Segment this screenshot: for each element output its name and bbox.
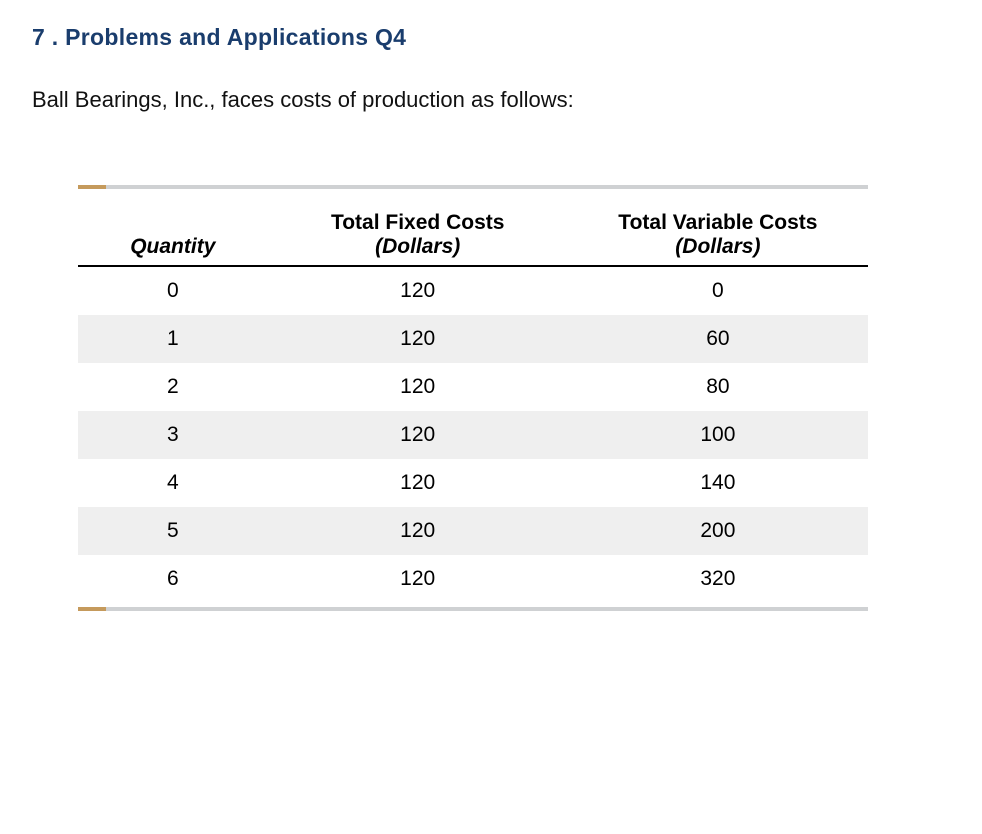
cell-quantity: 1 — [78, 315, 268, 363]
cell-quantity: 5 — [78, 507, 268, 555]
cell-quantity: 0 — [78, 266, 268, 315]
table-bottom-rule — [78, 607, 868, 611]
table-row: 6 120 320 — [78, 555, 868, 603]
cell-variable: 140 — [568, 459, 868, 507]
cell-fixed: 120 — [268, 315, 568, 363]
col-header-fixed-costs: Total Fixed Costs (Dollars) — [268, 207, 568, 266]
cell-variable: 60 — [568, 315, 868, 363]
table-row: 5 120 200 — [78, 507, 868, 555]
table-row: 3 120 100 — [78, 411, 868, 459]
cell-quantity: 6 — [78, 555, 268, 603]
cell-quantity: 4 — [78, 459, 268, 507]
cell-quantity: 3 — [78, 411, 268, 459]
cell-fixed: 120 — [268, 363, 568, 411]
table-row: 1 120 60 — [78, 315, 868, 363]
table-row: 0 120 0 — [78, 266, 868, 315]
cell-variable: 80 — [568, 363, 868, 411]
cell-fixed: 120 — [268, 555, 568, 603]
table-header-row: Quantity Total Fixed Costs (Dollars) Tot… — [78, 207, 868, 266]
table-row: 4 120 140 — [78, 459, 868, 507]
cell-quantity: 2 — [78, 363, 268, 411]
table-top-rule — [78, 185, 868, 189]
col-header-line1: Total Fixed Costs — [268, 211, 568, 235]
cost-table-wrap: Quantity Total Fixed Costs (Dollars) Tot… — [78, 185, 868, 611]
cell-fixed: 120 — [268, 459, 568, 507]
cell-fixed: 120 — [268, 507, 568, 555]
cell-variable: 200 — [568, 507, 868, 555]
col-header-line2: (Dollars) — [568, 235, 868, 259]
cell-fixed: 120 — [268, 411, 568, 459]
col-header-quantity: Quantity — [78, 207, 268, 266]
col-header-line1: Total Variable Costs — [568, 211, 868, 235]
cost-table: Quantity Total Fixed Costs (Dollars) Tot… — [78, 207, 868, 603]
page-title: 7 . Problems and Applications Q4 — [32, 24, 950, 51]
cell-variable: 320 — [568, 555, 868, 603]
table-row: 2 120 80 — [78, 363, 868, 411]
intro-text: Ball Bearings, Inc., faces costs of prod… — [32, 87, 950, 113]
col-header-line2: Quantity — [98, 235, 248, 259]
col-header-variable-costs: Total Variable Costs (Dollars) — [568, 207, 868, 266]
cell-variable: 0 — [568, 266, 868, 315]
cell-variable: 100 — [568, 411, 868, 459]
col-header-line2: (Dollars) — [268, 235, 568, 259]
cell-fixed: 120 — [268, 266, 568, 315]
